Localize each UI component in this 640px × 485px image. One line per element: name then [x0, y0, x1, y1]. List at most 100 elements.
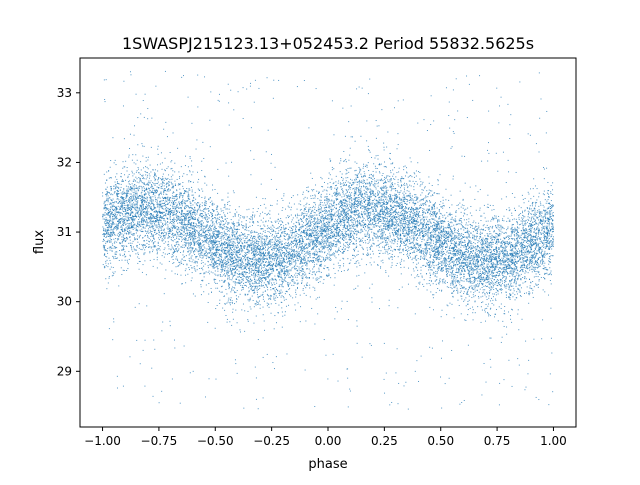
data-point — [540, 204, 542, 206]
data-point — [362, 219, 364, 221]
data-point — [106, 207, 108, 209]
data-point — [536, 259, 538, 261]
data-point — [141, 231, 143, 233]
data-point — [131, 215, 133, 217]
data-point — [510, 245, 512, 246]
data-point — [513, 207, 515, 209]
data-point — [132, 233, 134, 235]
data-point — [312, 220, 314, 222]
data-point — [329, 257, 331, 259]
data-point — [270, 303, 272, 305]
data-point — [503, 262, 505, 264]
data-point — [157, 211, 159, 213]
data-point — [286, 245, 288, 247]
data-point — [188, 188, 190, 190]
data-point — [534, 232, 536, 234]
data-point — [435, 226, 437, 228]
data-point — [230, 260, 232, 262]
data-point — [448, 115, 450, 117]
data-point — [329, 232, 331, 234]
data-point — [124, 213, 126, 215]
data-point — [397, 184, 399, 186]
data-point — [302, 225, 304, 227]
data-point — [541, 221, 543, 223]
data-point — [301, 280, 303, 282]
data-point — [411, 246, 413, 248]
data-point — [508, 171, 510, 173]
data-point — [525, 255, 527, 257]
data-point — [192, 212, 194, 214]
data-point — [507, 263, 509, 265]
data-point — [250, 243, 252, 245]
data-point — [496, 261, 498, 263]
data-point — [389, 241, 391, 243]
data-point — [106, 208, 108, 210]
data-point — [343, 250, 345, 252]
data-point — [537, 235, 539, 237]
data-point — [305, 231, 307, 233]
data-point — [265, 220, 267, 222]
data-point — [551, 223, 553, 225]
data-point — [382, 233, 384, 235]
data-point — [212, 211, 214, 213]
data-point — [397, 256, 399, 258]
data-point — [273, 264, 275, 266]
data-point — [151, 199, 153, 201]
data-point — [163, 256, 165, 258]
data-point — [377, 203, 379, 205]
data-point — [407, 176, 409, 178]
data-point — [382, 213, 384, 215]
data-point — [394, 231, 396, 233]
data-point — [222, 245, 224, 247]
data-point — [340, 308, 342, 310]
data-point — [278, 227, 280, 229]
data-point — [219, 263, 221, 265]
data-point — [436, 248, 438, 250]
data-point — [408, 211, 410, 213]
data-point — [132, 234, 134, 236]
data-point — [485, 220, 487, 222]
data-point — [257, 266, 259, 268]
data-point — [134, 195, 136, 197]
data-point — [469, 186, 471, 188]
data-point — [183, 75, 184, 77]
data-point — [192, 293, 194, 295]
data-point — [475, 225, 477, 227]
data-point — [158, 184, 160, 186]
data-point — [405, 235, 407, 237]
data-point — [404, 224, 406, 226]
data-point — [330, 220, 332, 222]
data-point — [330, 241, 332, 243]
data-point — [460, 249, 462, 251]
data-point — [550, 200, 552, 202]
data-point — [528, 250, 530, 252]
data-point — [279, 291, 281, 293]
data-point — [175, 210, 177, 212]
data-point — [549, 240, 551, 242]
data-point — [409, 214, 411, 216]
data-point — [263, 320, 265, 322]
data-point — [315, 225, 317, 227]
data-point — [524, 220, 526, 222]
data-point — [123, 247, 125, 249]
data-point — [507, 236, 509, 238]
data-point — [311, 274, 313, 276]
data-point — [546, 227, 548, 229]
data-point — [412, 212, 414, 214]
data-point — [356, 233, 358, 235]
data-point — [279, 255, 281, 257]
data-point — [357, 214, 359, 216]
data-point — [136, 238, 138, 240]
data-point — [150, 201, 152, 203]
data-point — [319, 231, 321, 233]
data-point — [335, 196, 337, 198]
data-point — [451, 146, 453, 148]
data-point — [415, 235, 417, 237]
data-point — [330, 232, 332, 234]
data-point — [103, 218, 105, 220]
data-point — [349, 147, 351, 149]
data-point — [191, 249, 193, 251]
data-point — [126, 232, 128, 234]
data-point — [201, 235, 203, 237]
data-point — [471, 268, 473, 270]
